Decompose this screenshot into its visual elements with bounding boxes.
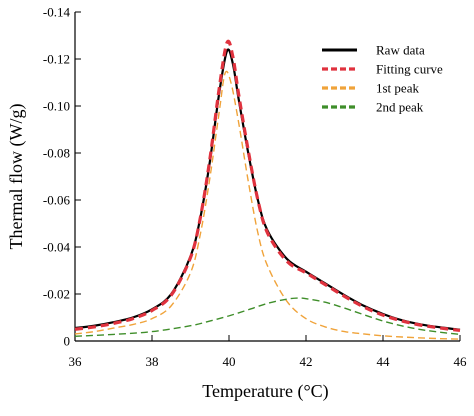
legend-label-fitting-curve: Fitting curve bbox=[376, 62, 443, 77]
y-tick-label: -0.14 bbox=[43, 5, 71, 20]
y-tick-label: 0 bbox=[64, 334, 71, 349]
x-tick-label: 46 bbox=[454, 354, 468, 369]
legend-label-2nd-peak: 2nd peak bbox=[376, 100, 424, 115]
legend-label-raw-data: Raw data bbox=[376, 43, 425, 58]
x-tick-label: 38 bbox=[146, 354, 159, 369]
x-tick-label: 40 bbox=[223, 354, 236, 369]
x-tick-label: 42 bbox=[300, 354, 313, 369]
y-tick-label: -0.10 bbox=[43, 99, 70, 114]
series-line-fitting-curve bbox=[74, 39, 461, 333]
x-tick-label: 36 bbox=[69, 354, 83, 369]
legend-label-1st-peak: 1st peak bbox=[376, 81, 419, 96]
y-tick-label: -0.12 bbox=[43, 52, 70, 67]
y-tick-label: -0.04 bbox=[43, 240, 71, 255]
y-tick-label: -0.08 bbox=[43, 146, 70, 161]
series-line-1st-peak bbox=[74, 70, 461, 340]
y-axis-title: Thermal flow (W/g) bbox=[6, 104, 27, 250]
y-tick-label: -0.02 bbox=[43, 287, 70, 302]
x-axis-title: Temperature (°C) bbox=[202, 381, 328, 402]
x-tick-label: 44 bbox=[377, 354, 391, 369]
series-line-2nd-peak bbox=[74, 297, 461, 337]
y-tick-label: -0.06 bbox=[43, 193, 71, 208]
